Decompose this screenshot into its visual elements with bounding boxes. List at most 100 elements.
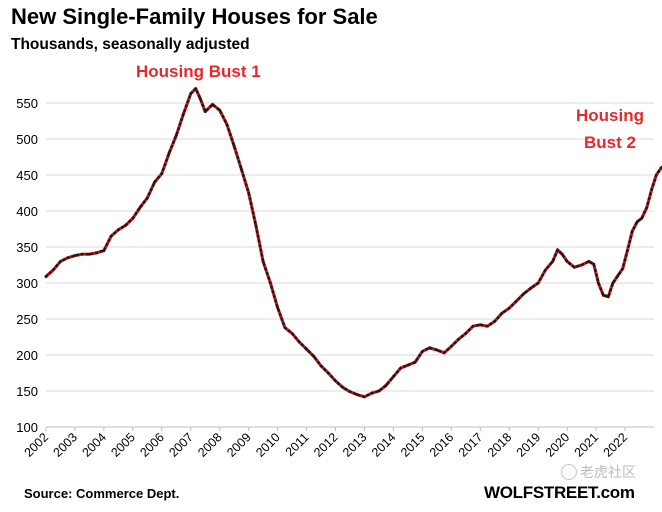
data-point bbox=[138, 206, 142, 209]
data-point bbox=[327, 371, 330, 375]
series-dots-0 bbox=[44, 86, 662, 399]
data-point bbox=[95, 251, 98, 255]
data-point bbox=[175, 134, 178, 137]
data-point bbox=[160, 172, 164, 175]
data-point bbox=[413, 360, 417, 364]
x-tick-label-2007: 2007 bbox=[166, 430, 196, 460]
x-tick-label-2014: 2014 bbox=[369, 430, 399, 460]
data-point bbox=[348, 390, 352, 394]
annotation-housing-bust-2: Housing Bust 2 bbox=[564, 102, 656, 156]
annotation-bust-2-line-1: Housing bbox=[576, 106, 644, 125]
x-tick-label-2010: 2010 bbox=[253, 430, 283, 460]
data-point bbox=[88, 252, 91, 256]
data-point bbox=[319, 364, 323, 368]
chart-title: New Single-Family Houses for Sale bbox=[11, 4, 378, 29]
x-tick-label-2017: 2017 bbox=[456, 430, 486, 460]
data-point bbox=[305, 347, 308, 351]
data-point bbox=[592, 263, 596, 266]
annotation-housing-bust-1: Housing Bust 1 bbox=[136, 62, 261, 81]
x-tick-label-2016: 2016 bbox=[427, 430, 457, 460]
data-point bbox=[457, 337, 460, 341]
data-point bbox=[580, 263, 583, 267]
data-point bbox=[428, 346, 431, 350]
y-tick-label-350: 350 bbox=[16, 240, 38, 255]
data-point bbox=[493, 319, 497, 323]
data-point bbox=[464, 332, 468, 335]
data-point bbox=[225, 123, 229, 126]
x-tick-label-2008: 2008 bbox=[195, 430, 225, 460]
brand-label: WOLFSTREET.com bbox=[484, 483, 635, 502]
data-point bbox=[602, 293, 605, 297]
data-point bbox=[640, 216, 644, 220]
source-note: Source: Commerce Dept. bbox=[24, 486, 180, 501]
data-point bbox=[240, 167, 243, 171]
data-point bbox=[377, 389, 381, 393]
data-point bbox=[189, 92, 193, 95]
data-point bbox=[194, 87, 197, 90]
data-point bbox=[560, 252, 564, 256]
data-point bbox=[131, 216, 135, 220]
data-point bbox=[182, 112, 185, 116]
data-point bbox=[442, 351, 446, 355]
x-tick-label-2015: 2015 bbox=[398, 430, 428, 460]
x-tick-label-2005: 2005 bbox=[108, 430, 138, 460]
x-tick-label-2012: 2012 bbox=[311, 430, 341, 460]
data-point bbox=[587, 260, 591, 263]
data-point bbox=[616, 274, 620, 278]
data-point bbox=[611, 281, 615, 285]
data-point bbox=[102, 249, 106, 252]
data-point bbox=[66, 256, 69, 260]
data-point bbox=[621, 267, 624, 270]
data-point bbox=[80, 252, 84, 256]
y-tick-label-400: 400 bbox=[16, 204, 38, 219]
data-point bbox=[117, 228, 120, 231]
data-point bbox=[529, 286, 533, 290]
data-point bbox=[573, 265, 576, 269]
data-point bbox=[597, 281, 600, 285]
x-tick-label-2013: 2013 bbox=[340, 430, 370, 460]
data-point bbox=[254, 224, 258, 227]
y-tick-label-500: 500 bbox=[16, 132, 38, 147]
data-point bbox=[73, 254, 77, 257]
data-point bbox=[146, 196, 149, 200]
data-point bbox=[298, 340, 301, 344]
data-point bbox=[435, 348, 439, 352]
x-tick-label-2009: 2009 bbox=[224, 430, 254, 460]
data-point bbox=[218, 108, 221, 112]
data-point bbox=[167, 152, 171, 155]
data-point bbox=[659, 166, 662, 170]
data-point bbox=[199, 97, 202, 100]
data-point bbox=[626, 249, 629, 252]
data-point bbox=[399, 366, 403, 370]
data-point bbox=[232, 144, 236, 148]
y-tick-label-300: 300 bbox=[16, 276, 38, 291]
annotation-bust-2-line-2: Bust 2 bbox=[584, 133, 636, 152]
data-point bbox=[276, 306, 279, 309]
data-point bbox=[515, 299, 518, 303]
data-point bbox=[59, 260, 62, 263]
data-point bbox=[635, 220, 639, 224]
data-point bbox=[109, 234, 113, 238]
watermark-text: 老虎社区 bbox=[580, 464, 636, 480]
x-tick-label-2019: 2019 bbox=[514, 430, 544, 460]
data-point bbox=[500, 311, 504, 315]
y-tick-label-450: 450 bbox=[16, 168, 38, 183]
data-point bbox=[363, 395, 366, 399]
x-tick-label-2006: 2006 bbox=[137, 430, 167, 460]
data-point bbox=[269, 281, 272, 285]
chart-subtitle: Thousands, seasonally adjusted bbox=[11, 36, 250, 53]
x-tick-label-2021: 2021 bbox=[572, 430, 602, 460]
y-tick-label-250: 250 bbox=[16, 312, 38, 327]
data-point bbox=[290, 332, 294, 335]
data-point bbox=[631, 229, 634, 233]
data-point bbox=[406, 363, 410, 367]
x-tick-label-2018: 2018 bbox=[485, 430, 515, 460]
x-tick-label-2011: 2011 bbox=[283, 430, 312, 459]
y-axis-ticks: 100 150 200 250 300 350 400 450 500 550 bbox=[16, 96, 38, 435]
data-point bbox=[203, 110, 207, 113]
data-point bbox=[536, 281, 540, 285]
data-point bbox=[421, 350, 424, 353]
data-point bbox=[261, 260, 265, 263]
x-tick-label-2022: 2022 bbox=[601, 430, 631, 460]
